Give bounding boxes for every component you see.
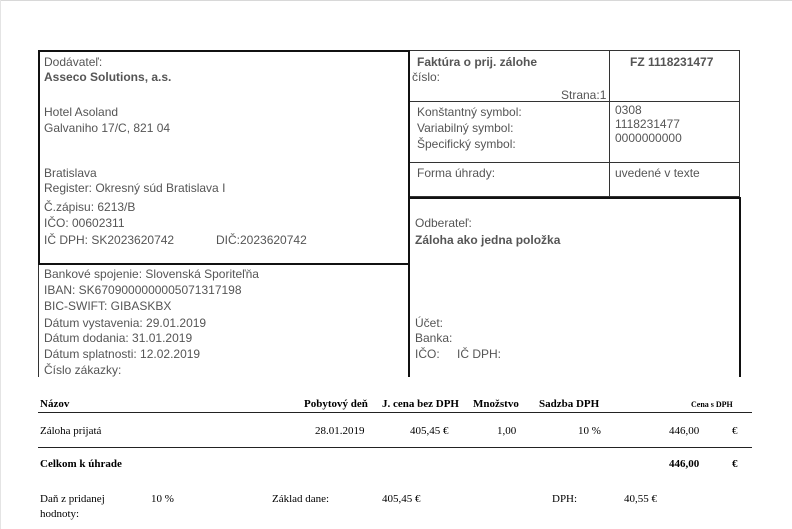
symbol-value-specific: 0000000000 [615, 131, 682, 145]
supplier-dic: DIČ:2023620742 [216, 233, 307, 247]
customer-account: Účet: [415, 316, 444, 330]
invoice-info-box [410, 50, 740, 197]
supplier-address-line1: Hotel Asoland [44, 105, 119, 119]
invoice-number-label: číslo: [412, 70, 441, 84]
page-top-border [0, 0, 792, 1]
customer-ico: IČO: [415, 347, 440, 361]
customer-icdph: IČ DPH: [457, 347, 502, 361]
col-header-vat-rate: Sadzba DPH [539, 398, 600, 410]
supplier-box [38, 50, 410, 265]
tax-base-label: Základ dane: [272, 493, 330, 505]
row-stay-day: 28.01.2019 [315, 425, 365, 437]
table-body-rule [38, 447, 752, 448]
invoice-row-divider-1 [410, 101, 740, 102]
tax-label-line2: hodnoty: [40, 508, 80, 520]
tax-base-value: 405,45 € [382, 493, 421, 505]
date-due: Dátum splatnosti: 12.02.2019 [44, 347, 201, 361]
customer-bank: Banka: [415, 331, 453, 345]
symbol-label-constant: Konštantný symbol: [417, 105, 522, 119]
supplier-register: Register: Okresný súd Bratislava I [44, 181, 226, 195]
invoice-number-divider [609, 50, 610, 197]
dph-value: 40,55 € [624, 493, 657, 505]
bank-info-left-border [38, 265, 39, 377]
invoice-row-divider-2 [410, 162, 740, 163]
supplier-icdph: IČ DPH: SK2023620742 [44, 233, 175, 247]
supplier-address-line2: Galvaniho 17/C, 821 04 [44, 121, 171, 135]
bank-iban: IBAN: SK6709000000005071317198 [44, 283, 242, 297]
supplier-city: Bratislava [44, 166, 97, 180]
invoice-number: FZ 1118231477 [630, 55, 714, 69]
col-header-stay-day: Pobytový deň [304, 398, 368, 410]
supplier-zapis: Č.zápisu: 6213/B [44, 200, 136, 214]
customer-heading: Odberateľ: [415, 216, 472, 230]
symbol-label-variable: Variabilný symbol: [417, 121, 514, 135]
row-vat-rate: 10 % [578, 425, 601, 437]
table-header-rule [38, 412, 752, 413]
supplier-name: Asseco Solutions, a.s. [44, 70, 172, 84]
symbol-value-constant: 0308 [615, 103, 642, 117]
row-price-vat: 446,00 [669, 425, 700, 437]
tax-rate: 10 % [151, 493, 174, 505]
bank-bic: BIC-SWIFT: GIBASKBX [44, 299, 172, 313]
supplier-ico: IČO: 00602311 [44, 216, 125, 230]
page-number: Strana:1 [561, 88, 607, 102]
total-label: Celkom k úhrade [40, 458, 122, 470]
symbol-label-specific: Špecifický symbol: [417, 137, 516, 151]
page-left-border [0, 0, 1, 529]
symbol-value-variable: 1118231477 [615, 117, 680, 131]
invoice-title: Faktúra o prij. zálohe [417, 55, 538, 69]
customer-box [408, 197, 741, 377]
row-unit-price: 405,45 € [410, 425, 449, 437]
dph-label: DPH: [552, 493, 578, 505]
payment-method-label: Forma úhrady: [417, 166, 496, 180]
row-name: Záloha prijatá [40, 425, 102, 437]
col-header-unit-price: J. cena bez DPH [382, 398, 459, 410]
col-header-qty: Množstvo [473, 398, 519, 410]
customer-name: Záloha ako jedna položka [415, 233, 561, 247]
row-currency: € [732, 425, 738, 437]
order-number: Číslo zákazky: [44, 363, 122, 377]
col-header-price-vat: Cena s DPH [691, 400, 733, 409]
bank-connection: Bankové spojenie: Slovenská Sporiteľňa [44, 267, 259, 281]
total-currency: € [732, 458, 738, 470]
date-issued: Dátum vystavenia: 29.01.2019 [44, 316, 207, 330]
tax-label-line1: Daň z pridanej [40, 493, 105, 505]
row-qty: 1,00 [497, 425, 517, 437]
total-value: 446,00 [669, 458, 700, 470]
date-delivered: Dátum dodania: 31.01.2019 [44, 331, 193, 345]
col-header-name: Názov [40, 398, 70, 410]
supplier-heading: Dodávateľ: [44, 55, 103, 69]
payment-method-value: uvedené v texte [615, 166, 700, 180]
